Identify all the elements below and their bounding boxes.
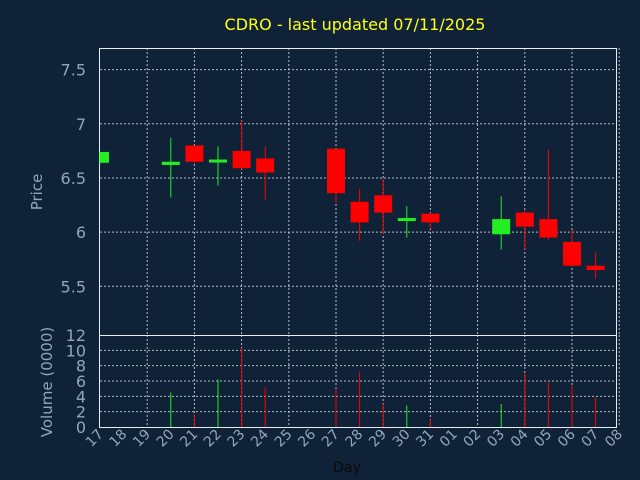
x-tick-label: 22 — [201, 427, 225, 451]
volume-panel-frame — [99, 335, 617, 428]
x-tick-label: 26 — [295, 426, 319, 450]
volume-grid — [100, 335, 620, 427]
candle-body — [100, 151, 109, 163]
x-tick-label: 31 — [413, 427, 437, 451]
x-tick-label: 06 — [555, 426, 579, 450]
candle-body — [397, 218, 416, 222]
price-tick-label: 6 — [76, 223, 86, 242]
x-tick-label: 24 — [248, 426, 272, 450]
candle-body — [232, 150, 251, 169]
candle-body — [492, 219, 511, 235]
candle-body — [374, 195, 393, 213]
volume-tick-label: 6 — [76, 372, 86, 391]
candle-body — [421, 213, 440, 223]
volume-axis-label: Volume (0000) — [38, 327, 56, 437]
x-tick-label: 17 — [83, 427, 107, 451]
x-tick-label: 20 — [154, 427, 178, 451]
x-tick-label: 28 — [343, 427, 367, 451]
x-tick-label: 25 — [272, 427, 296, 451]
x-tick-label: 23 — [225, 427, 249, 451]
x-tick-label: 19 — [130, 427, 154, 451]
candle-body — [185, 145, 204, 162]
volume-tick-label: 4 — [76, 387, 86, 406]
volume-tick-label: 2 — [76, 403, 86, 422]
candle-body — [539, 219, 558, 238]
x-tick-label: 05 — [531, 427, 555, 451]
candle-body — [209, 159, 227, 163]
price-tick-label: 6.5 — [61, 169, 86, 188]
x-tick-label: 30 — [390, 427, 414, 451]
candle-body — [515, 212, 534, 227]
x-tick-label: 18 — [107, 427, 131, 451]
x-tick-label: 29 — [366, 427, 390, 451]
candle-body — [350, 201, 369, 223]
price-axis-ticks: 5.5 6 6.5 7 7.5 — [61, 61, 86, 297]
candle-body — [327, 148, 345, 194]
price-tick-label: 7.5 — [61, 61, 86, 80]
volume-tick-label: 12 — [66, 326, 86, 345]
volume-bars — [170, 348, 597, 427]
volume-tick-label: 0 — [76, 418, 86, 437]
price-tick-label: 5.5 — [61, 277, 86, 296]
price-panel-frame — [99, 48, 617, 336]
price-axis-label: Price — [28, 174, 46, 211]
x-tick-label: 02 — [461, 427, 485, 451]
price-grid — [100, 48, 620, 335]
x-tick-label: 21 — [177, 427, 201, 451]
candle-body — [586, 265, 605, 271]
x-tick-label: 08 — [602, 427, 626, 451]
x-tick-label: 07 — [579, 427, 603, 451]
x-tick-label: 04 — [508, 426, 532, 450]
x-tick-label: 01 — [437, 427, 461, 451]
x-tick-label: 03 — [484, 427, 508, 451]
volume-tick-label: 10 — [66, 341, 86, 360]
price-tick-label: 7 — [76, 115, 86, 134]
volume-tick-label: 8 — [76, 357, 86, 376]
candle-body — [161, 161, 180, 165]
chart-title: CDRO - last updated 07/11/2025 — [225, 15, 486, 34]
candle-body — [563, 241, 581, 266]
x-axis-label: Day — [333, 460, 361, 476]
x-tick-label: 27 — [319, 427, 343, 451]
x-axis-ticks: 17 18 19 20 21 22 23 24 25 26 27 28 29 30 31 01 02 03 04 05… — [83, 426, 626, 450]
candle-body — [256, 158, 275, 173]
candles — [99, 120, 605, 279]
